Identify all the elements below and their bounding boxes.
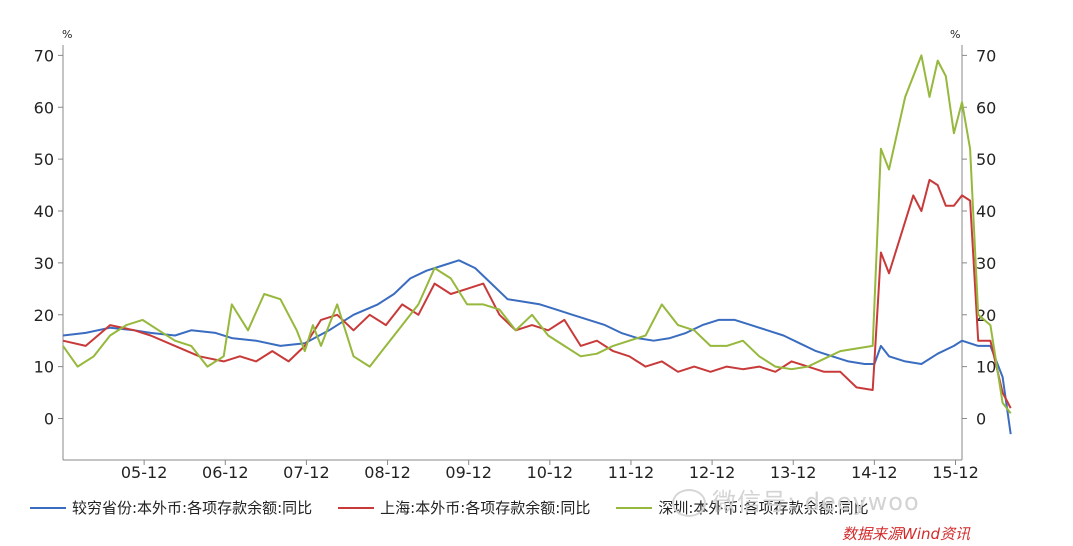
right-y-tick-label: 50 [976, 150, 996, 169]
x-tick-label: 05-12 [121, 463, 168, 482]
left-y-tick-label: 0 [44, 410, 54, 429]
left-y-tick-label: 50 [34, 150, 54, 169]
plot-frame [62, 45, 963, 461]
x-tick-label: 12-12 [689, 463, 736, 482]
legend-swatch-poor-provinces [30, 506, 66, 509]
right-y-tick-label: 60 [976, 98, 996, 117]
legend-label-shanghai: 上海:本外币:各项存款余额:同比 [380, 499, 591, 517]
legend-item-shenzhen: 深圳:本外币:各项存款余额:同比 [616, 497, 869, 518]
x-tick-label: 15-12 [932, 463, 979, 482]
watermark-text: 微信号: deeywoo [712, 488, 920, 516]
left-y-tick-label: 20 [34, 306, 54, 325]
legend: 较穷省份:本外币:各项存款余额:同比 上海:本外币:各项存款余额:同比 深圳:本… [30, 497, 895, 518]
legend-item-shanghai: 上海:本外币:各项存款余额:同比 [338, 497, 590, 518]
legend-label-shenzhen: 深圳:本外币:各项存款余额:同比 [658, 499, 869, 517]
x-tick-label: 13-12 [770, 463, 817, 482]
x-tick-label: 14-12 [851, 463, 898, 482]
left-y-tick-label: 30 [34, 254, 54, 273]
wechat-icon [672, 489, 706, 517]
right-unit-label: % [950, 28, 960, 41]
legend-item-poor-provinces: 较穷省份:本外币:各项存款余额:同比 [30, 497, 312, 518]
right-y-tick-label: 0 [976, 410, 986, 429]
x-tick-label: 07-12 [283, 463, 330, 482]
right-y-tick-label: 30 [976, 254, 996, 273]
series-lines [62, 54, 1012, 435]
right-y-ticks: 0 10 20 30 40 50 60 70 [962, 46, 996, 429]
x-tick-label: 10-12 [527, 463, 574, 482]
left-y-tick-label: 60 [34, 98, 54, 117]
series-line-3 [62, 54, 1012, 414]
right-y-tick-label: 40 [976, 202, 996, 221]
legend-swatch-shanghai [338, 506, 375, 509]
right-y-tick-label: 70 [976, 46, 996, 65]
source-note: 数据来源Wind资讯 [842, 525, 971, 543]
x-tick-label: 08-12 [364, 463, 411, 482]
left-y-tick-label: 10 [34, 358, 54, 377]
x-tick-label: 11-12 [608, 463, 655, 482]
x-ticks: 05-12 06-12 07-12 08-12 09-12 10-12 11-12 12-12… [121, 460, 979, 482]
x-tick-label: 09-12 [445, 463, 492, 482]
left-unit-label: % [62, 28, 72, 41]
x-tick-label: 06-12 [202, 463, 249, 482]
series-line-2 [62, 178, 1012, 409]
left-y-tick-label: 70 [34, 46, 54, 65]
right-y-tick-label: 10 [976, 358, 996, 377]
series-line-1 [62, 259, 1012, 435]
watermark: 微信号: deeywoo [672, 482, 920, 517]
legend-label-poor-provinces: 较穷省份:本外币:各项存款余额:同比 [72, 499, 313, 517]
right-y-tick-label: 20 [976, 306, 996, 325]
legend-swatch-shenzhen [616, 506, 653, 509]
left-y-tick-label: 40 [34, 202, 54, 221]
left-y-ticks: 0 10 20 30 40 50 60 70 [34, 46, 63, 429]
